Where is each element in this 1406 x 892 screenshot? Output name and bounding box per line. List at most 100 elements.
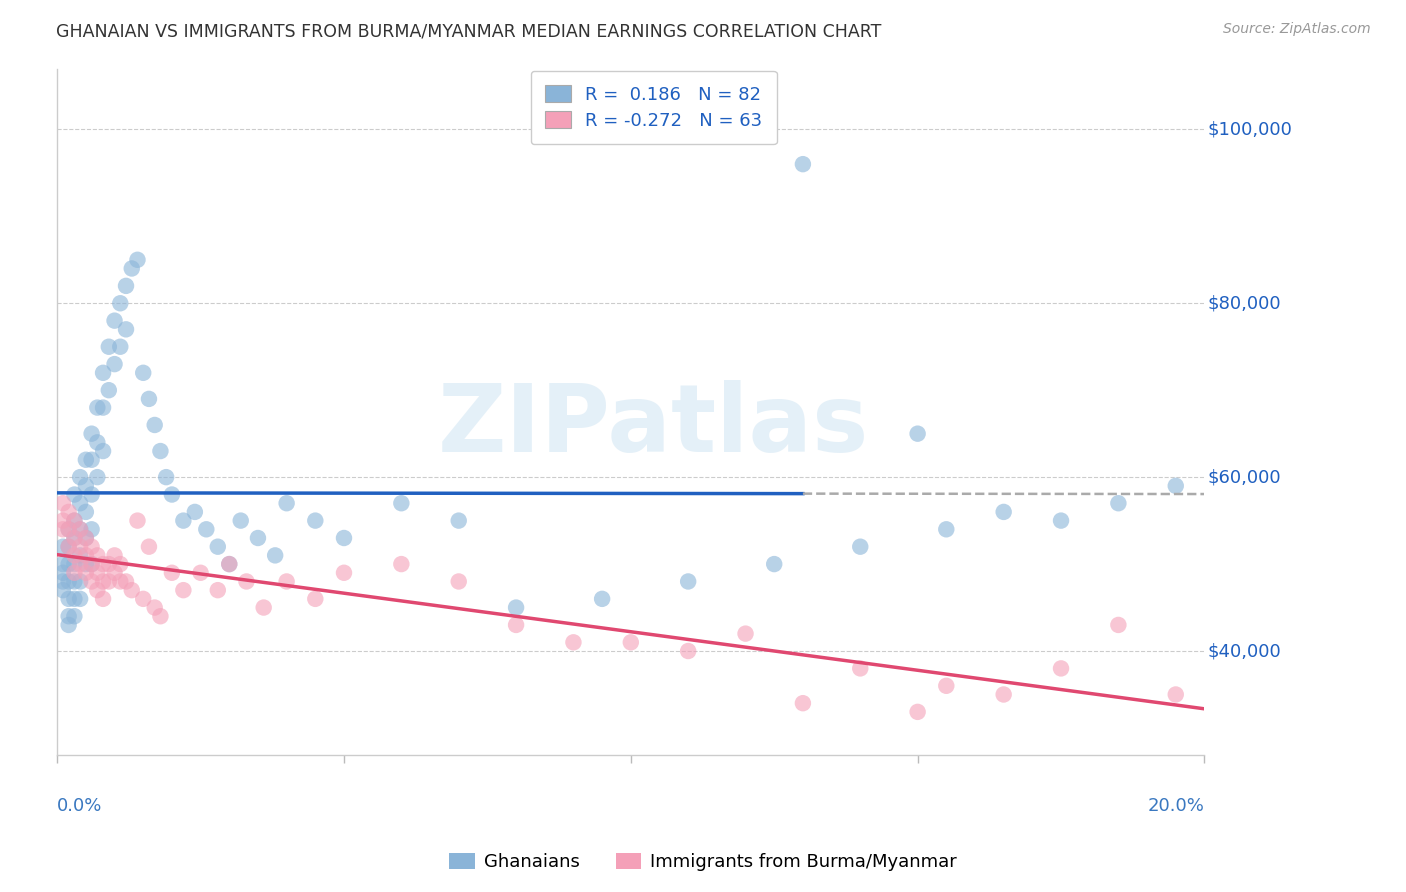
Point <box>75 479 97 493</box>
Point <box>264 549 287 563</box>
Point <box>935 522 957 536</box>
Point <box>69 549 91 563</box>
Point <box>676 644 699 658</box>
Point <box>138 392 160 406</box>
Point <box>63 591 86 606</box>
Point <box>121 583 143 598</box>
Text: ZIPatlas: ZIPatlas <box>439 380 869 472</box>
Point <box>447 574 470 589</box>
Legend: Ghanaians, Immigrants from Burma/Myanmar: Ghanaians, Immigrants from Burma/Myanmar <box>441 846 965 879</box>
Point <box>149 609 172 624</box>
Point <box>184 505 207 519</box>
Text: $80,000: $80,000 <box>1208 294 1281 312</box>
Point <box>127 514 149 528</box>
Point <box>80 487 103 501</box>
Point <box>69 522 91 536</box>
Point <box>52 514 75 528</box>
Point <box>1164 688 1187 702</box>
Point <box>69 591 91 606</box>
Point <box>63 557 86 571</box>
Point <box>562 635 585 649</box>
Point <box>52 496 75 510</box>
Point <box>80 557 103 571</box>
Point <box>75 549 97 563</box>
Point <box>86 566 108 580</box>
Point <box>195 522 218 536</box>
Point <box>80 522 103 536</box>
Point <box>505 618 527 632</box>
Point <box>115 574 138 589</box>
Point <box>58 505 80 519</box>
Point <box>172 583 194 598</box>
Point <box>907 705 929 719</box>
Point <box>505 600 527 615</box>
Point <box>110 574 132 589</box>
Point <box>97 557 120 571</box>
Point <box>58 591 80 606</box>
Point <box>138 540 160 554</box>
Point <box>333 566 356 580</box>
Point <box>58 522 80 536</box>
Point <box>149 444 172 458</box>
Point <box>63 609 86 624</box>
Point <box>155 470 177 484</box>
Point <box>172 514 194 528</box>
Point <box>91 401 114 415</box>
Point <box>63 514 86 528</box>
Point <box>591 591 613 606</box>
Point <box>69 574 91 589</box>
Point <box>110 340 132 354</box>
Point <box>52 522 75 536</box>
Point <box>993 688 1015 702</box>
Text: $100,000: $100,000 <box>1208 120 1292 138</box>
Point <box>620 635 643 649</box>
Point <box>1050 661 1073 675</box>
Point <box>86 549 108 563</box>
Point <box>110 557 132 571</box>
Point <box>110 296 132 310</box>
Text: 20.0%: 20.0% <box>1147 797 1205 814</box>
Point <box>103 313 125 327</box>
Point <box>127 252 149 267</box>
Point <box>235 574 257 589</box>
Point <box>276 574 298 589</box>
Point <box>58 540 80 554</box>
Point <box>276 496 298 510</box>
Point <box>253 600 276 615</box>
Point <box>69 522 91 536</box>
Point <box>121 261 143 276</box>
Text: GHANAIAN VS IMMIGRANTS FROM BURMA/MYANMAR MEDIAN EARNINGS CORRELATION CHART: GHANAIAN VS IMMIGRANTS FROM BURMA/MYANMA… <box>56 22 882 40</box>
Point <box>52 557 75 571</box>
Point <box>80 557 103 571</box>
Point <box>58 618 80 632</box>
Point <box>58 574 80 589</box>
Point <box>935 679 957 693</box>
Point <box>58 522 80 536</box>
Text: 0.0%: 0.0% <box>58 797 103 814</box>
Point <box>63 566 86 580</box>
Point <box>86 583 108 598</box>
Point <box>63 574 86 589</box>
Point <box>75 531 97 545</box>
Point <box>218 557 240 571</box>
Point <box>86 435 108 450</box>
Point <box>63 487 86 501</box>
Point <box>447 514 470 528</box>
Point <box>103 566 125 580</box>
Point <box>792 696 814 710</box>
Point <box>1164 479 1187 493</box>
Point <box>207 583 229 598</box>
Point <box>1107 618 1129 632</box>
Point <box>80 426 103 441</box>
Point <box>849 540 872 554</box>
Legend: R =  0.186   N = 82, R = -0.272   N = 63: R = 0.186 N = 82, R = -0.272 N = 63 <box>531 70 776 145</box>
Point <box>86 401 108 415</box>
Point <box>333 531 356 545</box>
Point <box>86 470 108 484</box>
Point <box>91 557 114 571</box>
Point <box>91 444 114 458</box>
Point <box>63 549 86 563</box>
Point <box>91 591 114 606</box>
Point <box>58 540 80 554</box>
Text: Source: ZipAtlas.com: Source: ZipAtlas.com <box>1223 22 1371 37</box>
